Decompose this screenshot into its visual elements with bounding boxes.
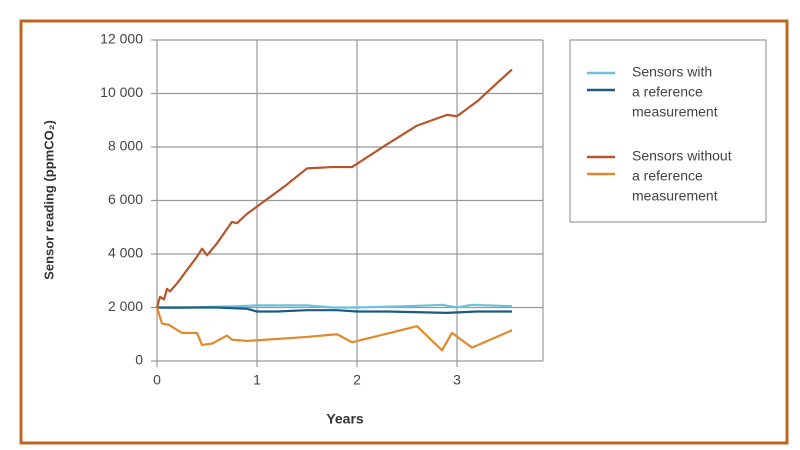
legend-label: a reference — [632, 84, 703, 100]
y-tick-label: 2 000 — [108, 298, 143, 314]
legend-label: Sensors without — [632, 148, 732, 164]
legend-label: a reference — [632, 168, 703, 184]
series-line — [155, 68, 513, 308]
y-tick-label: 4 000 — [108, 245, 143, 261]
y-tick-label: 12 000 — [100, 31, 143, 47]
x-tick-label: 3 — [453, 372, 461, 388]
x-tick-label: 1 — [253, 372, 261, 388]
y-tick-label: 0 — [135, 352, 143, 368]
x-tick-label: 2 — [353, 372, 361, 388]
y-tick-label: 10 000 — [100, 84, 143, 100]
frame — [19, 19, 789, 445]
x-tick-label: 0 — [153, 372, 161, 388]
series-line — [157, 306, 512, 314]
y-tick-label: 6 000 — [108, 191, 143, 207]
legend-label: measurement — [632, 188, 718, 204]
legend-label: Sensors with — [632, 64, 712, 80]
series-line — [155, 307, 513, 352]
y-tick-label: 8 000 — [108, 138, 143, 154]
legend-label: measurement — [632, 104, 718, 120]
y-axis-label: Sensor reading (ppmCO₂) — [41, 120, 56, 280]
legend-box — [569, 39, 767, 223]
x-axis-label: Years — [326, 411, 364, 427]
